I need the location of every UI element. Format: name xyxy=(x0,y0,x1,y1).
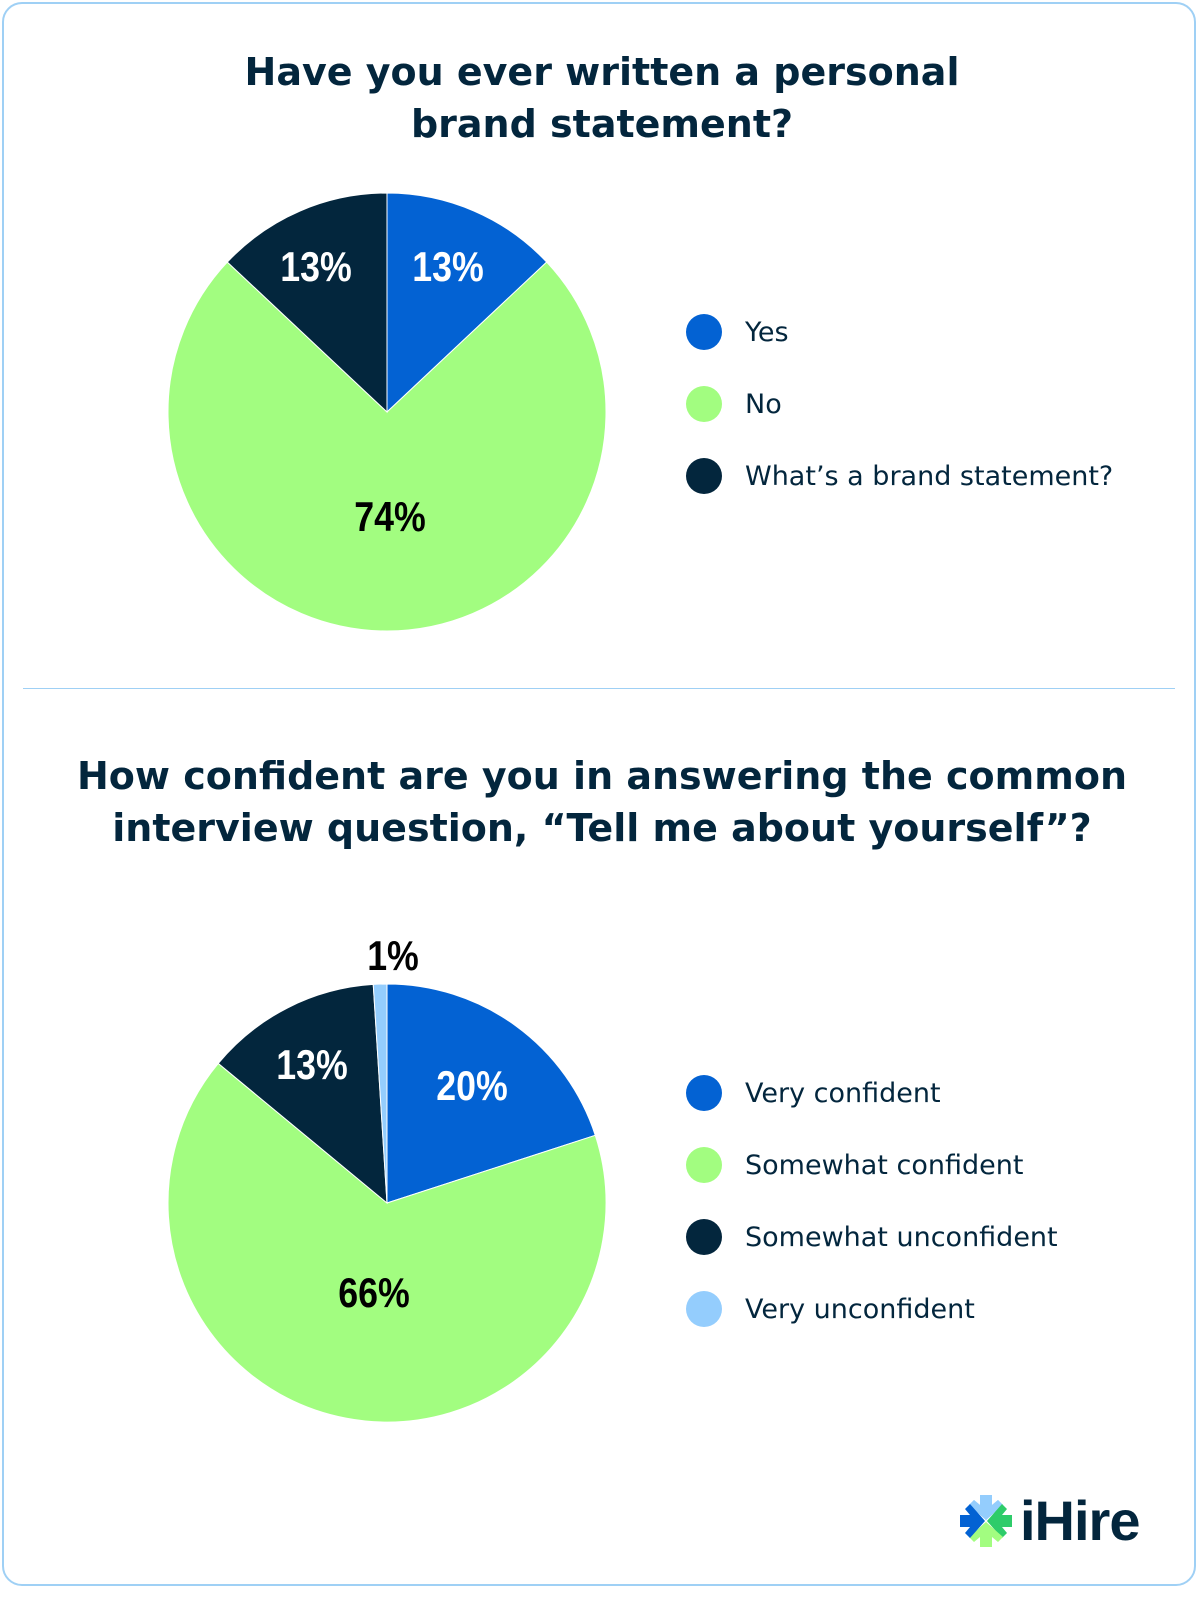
pie-data-label: 74% xyxy=(354,494,425,540)
legend-swatch xyxy=(686,458,722,494)
pie-data-label: 13% xyxy=(276,1042,347,1088)
legend-item: Very unconfident xyxy=(686,1291,1058,1327)
pie-slice-no xyxy=(167,261,607,632)
legend-item: No xyxy=(686,386,1113,422)
pie-data-label: 13% xyxy=(280,244,351,290)
legend-item: Yes xyxy=(686,314,1113,350)
pie-slice-somewhat-confident xyxy=(167,1062,607,1423)
pie-slice-very-unconfident xyxy=(372,983,388,1204)
ihire-logo-text: iHire xyxy=(1020,1489,1140,1552)
chart2-title: How confident are you in answering the c… xyxy=(0,750,1204,854)
legend-swatch xyxy=(686,1219,722,1255)
legend-swatch xyxy=(686,1075,722,1111)
chart1-title: Have you ever written a personal brand s… xyxy=(0,46,1204,150)
legend-swatch xyxy=(686,386,722,422)
legend-swatch xyxy=(686,314,722,350)
legend-label: Yes xyxy=(745,316,789,348)
chart2-title-line1: How confident are you in answering the c… xyxy=(76,754,1127,798)
ihire-logo-icon xyxy=(960,1494,1012,1547)
pie-slice-very-confident xyxy=(386,983,596,1204)
legend-item: Somewhat unconfident xyxy=(686,1219,1058,1255)
pie-data-label: 1% xyxy=(367,933,419,979)
chart1-legend: Yes No What’s a brand statement? xyxy=(686,314,1113,530)
pie-data-label: 20% xyxy=(436,1063,507,1109)
pie-data-label: 13% xyxy=(412,244,483,290)
chart2-legend: Very confident Somewhat confident Somewhat… xyxy=(686,1075,1058,1363)
legend-label: No xyxy=(745,388,782,420)
pie-data-label: 66% xyxy=(338,1270,409,1316)
legend-label: Somewhat confident xyxy=(745,1149,1024,1181)
legend-swatch xyxy=(686,1291,722,1327)
legend-swatch xyxy=(686,1147,722,1183)
pie-slice-what-s-a-brand-statement xyxy=(226,192,388,414)
chart1-title-line1: Have you ever written a personal xyxy=(244,50,960,94)
chart1-pie: 13% 74% 13% xyxy=(167,192,607,632)
pie-slice-yes xyxy=(386,192,548,414)
section-divider xyxy=(23,688,1175,689)
ihire-logo: iHire xyxy=(958,1488,1140,1553)
legend-label: What’s a brand statement? xyxy=(745,460,1114,492)
chart1-title-line2: brand statement? xyxy=(410,102,794,146)
chart2-title-line2: interview question, “Tell me about yours… xyxy=(112,806,1092,850)
legend-item: Somewhat confident xyxy=(686,1147,1058,1183)
legend-item: What’s a brand statement? xyxy=(686,458,1113,494)
legend-label: Very unconfident xyxy=(745,1293,975,1325)
legend-label: Very confident xyxy=(745,1077,941,1109)
legend-label: Somewhat unconfident xyxy=(745,1221,1058,1253)
pie-slice-somewhat-unconfident xyxy=(217,983,388,1205)
legend-item: Very confident xyxy=(686,1075,1058,1111)
